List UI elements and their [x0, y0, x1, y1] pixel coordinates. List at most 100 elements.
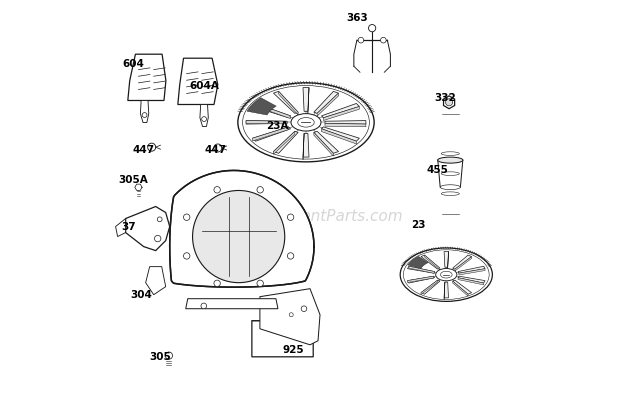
Polygon shape [438, 160, 463, 187]
Text: 23A: 23A [266, 122, 288, 131]
Circle shape [148, 143, 156, 151]
Text: eReplacementParts.com: eReplacementParts.com [216, 209, 404, 224]
Polygon shape [178, 58, 218, 104]
Polygon shape [455, 257, 472, 271]
Polygon shape [322, 127, 360, 141]
Polygon shape [186, 299, 278, 309]
Polygon shape [407, 276, 433, 282]
Polygon shape [444, 282, 445, 300]
Text: 455: 455 [426, 165, 448, 175]
Text: 604A: 604A [190, 81, 219, 91]
Polygon shape [443, 96, 454, 109]
Polygon shape [322, 129, 356, 144]
Polygon shape [453, 280, 472, 294]
Polygon shape [252, 321, 313, 357]
Polygon shape [170, 171, 314, 287]
Polygon shape [444, 252, 448, 267]
Ellipse shape [291, 114, 321, 131]
Circle shape [154, 235, 161, 242]
Circle shape [184, 253, 190, 259]
Circle shape [142, 113, 147, 117]
Polygon shape [421, 255, 440, 269]
Ellipse shape [438, 157, 463, 163]
Polygon shape [322, 103, 360, 118]
Circle shape [381, 37, 386, 43]
Circle shape [214, 280, 220, 287]
Polygon shape [273, 131, 295, 154]
Circle shape [289, 313, 293, 317]
Polygon shape [303, 133, 304, 160]
Polygon shape [425, 255, 440, 270]
Text: 925: 925 [283, 345, 304, 355]
Polygon shape [459, 269, 485, 275]
Polygon shape [146, 266, 166, 295]
Text: 23: 23 [412, 220, 426, 230]
Text: 304: 304 [130, 290, 153, 301]
Polygon shape [273, 92, 298, 113]
Polygon shape [453, 281, 468, 296]
Circle shape [202, 117, 206, 121]
Polygon shape [314, 132, 334, 156]
Polygon shape [303, 133, 309, 157]
Polygon shape [453, 255, 472, 269]
Text: 37: 37 [122, 222, 136, 232]
Circle shape [166, 352, 172, 359]
Text: 363: 363 [346, 13, 368, 23]
Polygon shape [314, 131, 339, 153]
Text: 604: 604 [123, 59, 144, 69]
Circle shape [214, 187, 220, 193]
Circle shape [358, 37, 364, 43]
Polygon shape [324, 107, 360, 121]
Polygon shape [421, 280, 440, 294]
Polygon shape [126, 207, 170, 251]
Polygon shape [303, 87, 309, 111]
Circle shape [193, 190, 285, 283]
Polygon shape [407, 266, 435, 273]
Circle shape [257, 280, 264, 287]
Polygon shape [252, 127, 291, 141]
Circle shape [184, 214, 190, 220]
Circle shape [301, 306, 307, 311]
Ellipse shape [440, 185, 461, 190]
Ellipse shape [436, 269, 457, 281]
Polygon shape [115, 219, 126, 237]
Ellipse shape [400, 248, 492, 301]
Polygon shape [200, 104, 208, 126]
Text: 305A: 305A [118, 175, 148, 185]
Ellipse shape [238, 83, 374, 162]
Polygon shape [317, 93, 339, 116]
Polygon shape [255, 103, 291, 119]
Polygon shape [140, 100, 149, 123]
Circle shape [157, 217, 162, 222]
Circle shape [368, 25, 376, 32]
Polygon shape [128, 54, 166, 100]
Polygon shape [458, 276, 485, 283]
Polygon shape [246, 121, 287, 124]
Polygon shape [325, 121, 366, 124]
Polygon shape [247, 98, 276, 115]
Circle shape [214, 144, 222, 152]
Polygon shape [408, 256, 428, 268]
Circle shape [257, 187, 264, 193]
Polygon shape [409, 266, 435, 273]
Text: 332: 332 [434, 93, 456, 103]
Polygon shape [252, 103, 291, 118]
Circle shape [288, 214, 294, 220]
Polygon shape [252, 127, 288, 141]
Polygon shape [246, 121, 287, 124]
Polygon shape [325, 124, 366, 127]
Polygon shape [273, 131, 298, 153]
Text: 305: 305 [149, 352, 171, 362]
Circle shape [446, 99, 453, 106]
Text: 447: 447 [133, 145, 155, 156]
Polygon shape [260, 289, 320, 345]
Polygon shape [308, 87, 309, 114]
Polygon shape [314, 92, 339, 113]
Polygon shape [421, 280, 438, 294]
Circle shape [288, 253, 294, 259]
Circle shape [201, 303, 206, 309]
Polygon shape [278, 92, 298, 115]
Polygon shape [458, 278, 484, 285]
Polygon shape [407, 276, 435, 283]
Polygon shape [444, 282, 448, 298]
